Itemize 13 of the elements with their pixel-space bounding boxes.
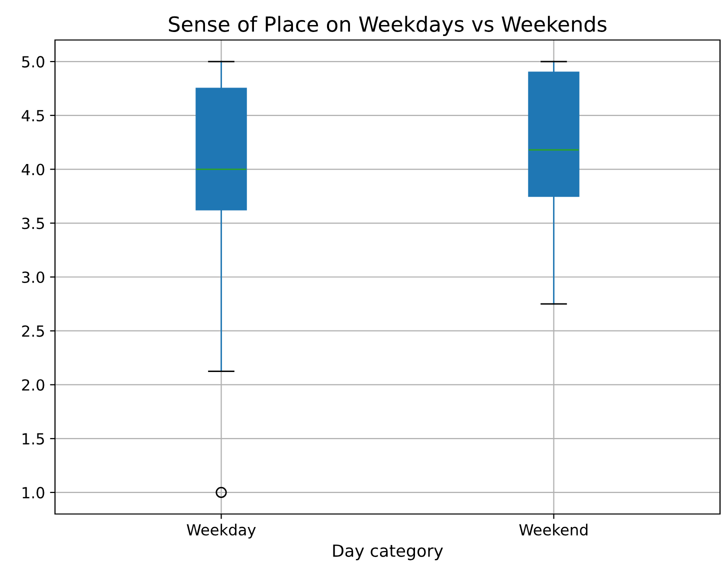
x-tick-label: Weekend [519,524,588,536]
x-tick-label: Weekday [186,524,256,539]
x-axis-title: Day category [333,544,443,560]
y-tick-label: 1.5 [22,433,44,445]
y-tick-label: 4.0 [22,164,44,176]
y-tick-label: 3.5 [22,218,44,230]
y-tick-label: 3.0 [22,271,44,284]
y-tick-label: 4.5 [22,110,44,122]
y-tick-label: 2.5 [22,325,44,337]
y-tick-label: 1.0 [22,486,44,498]
chart-title: Sense of Place on Weekdays vs Weekends [168,16,606,36]
y-tick-label: 2.0 [22,379,44,391]
y-tick-label: 5.0 [22,56,44,68]
